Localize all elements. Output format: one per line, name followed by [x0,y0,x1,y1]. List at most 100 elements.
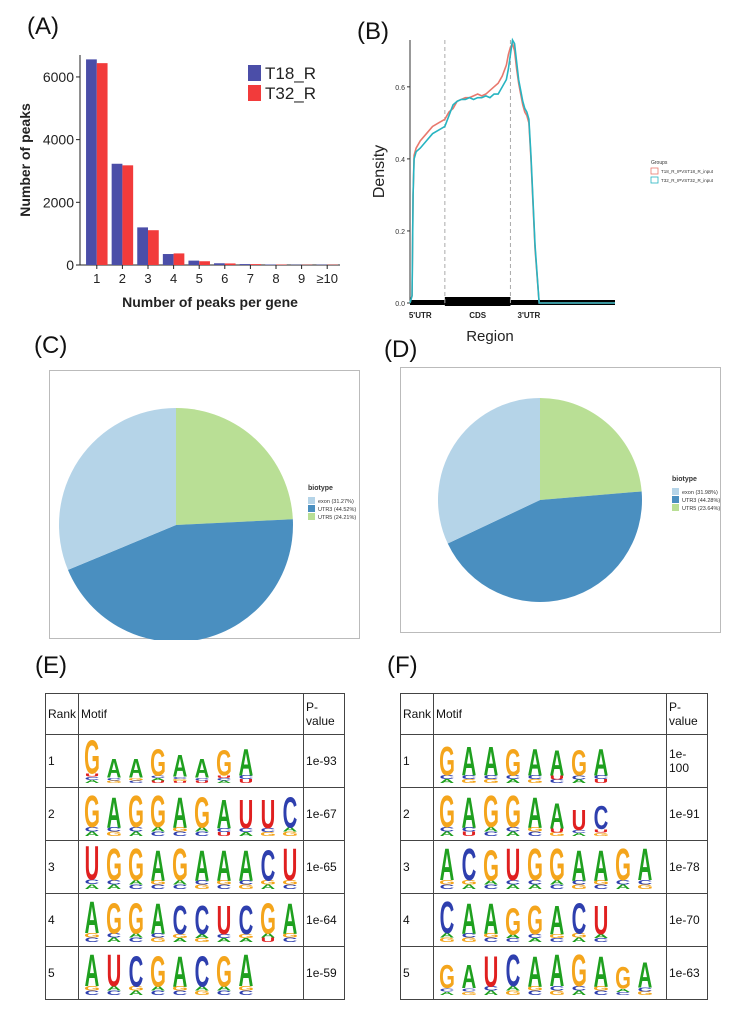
bar-T32_R-3 [148,230,159,265]
pvalue-cell: 1e-70 [666,893,708,947]
logo-letter-A: A [283,826,298,833]
region-label: CDS [469,311,487,320]
logo-letter-C: C [484,884,499,891]
logo-letter-A: A [85,779,100,784]
legend-label: UTR3 (44.28%) [682,498,720,504]
logo-letter-A: A [173,879,188,886]
logo-letter-G: G [527,826,543,833]
logo-letter-C: C [85,826,100,833]
legend-swatch [308,513,315,520]
logo-letter-C: C [638,987,653,992]
logo-letter-A: A [129,754,144,783]
logo-letter-U: U [173,781,188,784]
logo-letter-C: C [239,775,254,781]
logo-letter-G: G [260,879,276,886]
logo-letter-C: C [528,775,543,781]
panel-label-b: (B) [357,18,389,45]
logo-letter-A: A [572,937,587,944]
logo-letter-A: A [528,790,543,838]
motif-table-e: Rank Motif P- value 1 A C U G G C A C G A U A C G U G C A U C A A… [44,693,345,1000]
logo-letter-A: A [195,826,210,833]
pie-slice [540,398,642,500]
sequence-logo: ACG GCA ACG CAG CGA CAG UCA ACU GCU GAC [84,790,298,838]
logo-letter-G: G [593,832,609,837]
y-tick-label: 0.2 [395,229,405,236]
pvalue-cell: 1e-91 [666,787,708,841]
logo-letter-G: G [571,745,587,784]
logo-letter-G: G [439,790,455,837]
logo-letter-C: C [506,879,521,886]
motif-table-f: Rank Motif P- value 1 A C G G C A G C A A C G G C A C U A A C G U… [399,693,708,1000]
logo-letter-A: A [217,937,232,944]
logo-letter-C: C [462,826,477,833]
logo-letter-A: A [572,989,587,996]
bar-T18_R-1 [86,59,97,265]
logo-letter-G: G [172,933,188,940]
y-tick-label: 2000 [43,194,74,210]
logo-letter-A: A [506,779,521,785]
logo-letter-C: C [261,843,276,891]
logo-letter-A: A [85,830,100,837]
panel-label-f: (F) [387,652,418,679]
logo-letter-C: C [195,831,210,838]
logo-letter-G: G [505,740,521,784]
logo-letter-G: G [260,896,276,944]
logo-letter-G: G [615,843,631,890]
logo-letter-A: A [550,798,565,837]
logo-letter-C: C [129,780,144,784]
logo-letter-G: G [106,780,122,784]
legend-title: biotype [672,476,697,483]
logo-letter-U: U [594,779,609,785]
logo-letter-A: A [528,937,543,944]
logo-letter-C: C [195,879,210,886]
logo-letter-C: C [462,774,477,781]
logo-letter-G: G [238,884,254,891]
legend-label: T18_R_IPVST18_R_input [661,169,714,174]
sequence-logo: ACU ACG CAG CGA CAG GCA CGA GCA AGC CGU [85,843,298,891]
logo-letter-U: U [550,775,565,780]
sequence-logo: GAC GCA CGA CAG ACG CGA AGC CAU [439,896,609,944]
logo-letter-A: A [173,790,188,838]
logo-letter-U: U [261,937,276,944]
logo-letter-C: C [283,790,298,838]
bar-T32_R-6 [224,263,236,265]
logo-letter-C: C [572,879,587,886]
panel-label-d: (D) [384,336,418,363]
sequence-logo: CGA ACG CAG GCA AGC GAC ACU AGC UAG CGA [84,896,298,944]
y-tick-label: 0.6 [395,85,405,92]
logo-letter-G: G [483,790,499,837]
logo-letter-A: A [638,957,653,996]
logo-letter-C: C [217,778,232,782]
logo-letter-C: C [151,830,166,837]
logo-letter-A: A [550,949,565,996]
legend-swatch [672,504,679,511]
bar-T32_R-5 [199,261,210,265]
logo-letter-G: G [461,879,477,886]
logo-letter-G: G [84,737,100,784]
logo-letter-C: C [572,896,587,944]
table-row: 1 A C G G C A G C A A C G G C A C U A A C G U C A 1e- 100 [399,734,708,788]
logo-letter-C: C [594,937,609,944]
logo-letter-G: G [282,879,298,886]
logo-letter-A: A [462,738,477,784]
logo-letter-C: C [173,897,188,943]
density-line-T18_R_IPVST18_R_input [409,41,615,304]
logo-letter-G: G [194,990,210,997]
logo-letter-A: A [151,826,166,833]
logo-letter-C: C [440,826,455,833]
x-tick-label: 5 [196,271,203,286]
logo-letter-U: U [594,829,609,834]
sequence-logo: ACG UCA CAG ACG CGA GUA ACU GUC [439,790,609,838]
logo-letter-A: A [239,740,254,784]
pvalue-cell: 1e- 100 [666,734,708,788]
logo-letter-C: C [462,932,477,939]
bar-T18_R-6 [214,263,225,265]
rank-cell: 1 [399,734,435,788]
logo-letter-A: A [239,843,254,891]
logo-letter-G: G [527,897,543,943]
logo-letter-A: A [217,985,232,992]
rank-cell: 5 [44,946,80,1000]
